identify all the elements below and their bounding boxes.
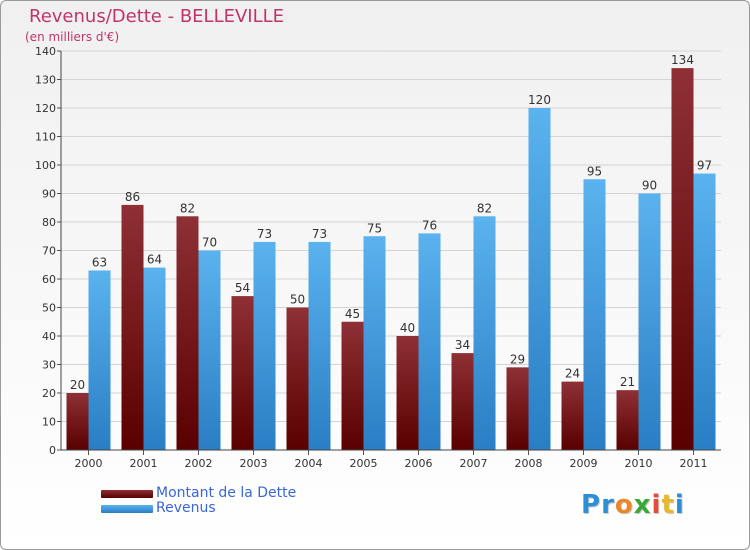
bar-debt <box>616 390 639 450</box>
y-tick-label: 10 <box>42 416 56 429</box>
data-label-revenue: 82 <box>477 201 492 215</box>
data-label-debt: 21 <box>620 375 635 389</box>
bar-revenue <box>473 216 496 450</box>
y-tick-label: 50 <box>42 302 56 315</box>
x-tick-label: 2008 <box>515 457 543 470</box>
logo-letter: r <box>601 490 615 520</box>
x-tick-label: 2009 <box>570 457 598 470</box>
logo-letter: i <box>651 490 662 520</box>
bar-debt <box>341 321 364 450</box>
y-tick-label: 0 <box>49 444 56 457</box>
bar-debt <box>396 336 419 450</box>
x-tick-label: 2003 <box>240 457 268 470</box>
y-tick-label: 70 <box>42 245 56 258</box>
x-tick-label: 2007 <box>460 457 488 470</box>
x-tick-label: 2004 <box>295 457 323 470</box>
logo-letter: x <box>633 490 652 520</box>
data-label-revenue: 73 <box>312 227 327 241</box>
data-label-debt: 40 <box>400 321 415 335</box>
bar-debt <box>506 367 529 450</box>
data-label-revenue: 63 <box>92 255 107 269</box>
data-label-revenue: 95 <box>587 164 602 178</box>
bar-revenue <box>583 179 606 450</box>
bar-revenue <box>363 236 386 450</box>
bar-revenue <box>308 241 331 450</box>
data-label-revenue: 90 <box>642 179 657 193</box>
data-label-debt: 45 <box>345 307 360 321</box>
x-tick-label: 2002 <box>185 457 213 470</box>
chart-subtitle: (en milliers d'€) <box>25 30 120 44</box>
logo-letter: t <box>661 490 675 520</box>
x-tick-label: 2001 <box>130 457 158 470</box>
bar-debt <box>121 204 144 450</box>
x-tick-label: 2006 <box>405 457 433 470</box>
y-tick-label: 120 <box>35 102 56 115</box>
y-tick-label: 130 <box>35 74 56 87</box>
y-tick-label: 60 <box>42 273 56 286</box>
data-label-debt: 20 <box>70 378 85 392</box>
y-tick-label: 40 <box>42 330 56 343</box>
data-label-debt: 29 <box>510 352 525 366</box>
bar-debt <box>451 353 474 450</box>
bar-revenue <box>253 241 276 450</box>
bar-debt <box>231 296 254 450</box>
y-tick-label: 20 <box>42 387 56 400</box>
logo-letter: P <box>581 490 602 520</box>
data-label-debt: 54 <box>235 281 250 295</box>
legend-swatch-revenue <box>101 505 153 513</box>
data-label-debt: 82 <box>180 201 195 215</box>
bar-revenue <box>528 108 551 450</box>
bar-debt <box>561 381 584 450</box>
bar-revenue <box>88 270 111 450</box>
y-tick-label: 100 <box>35 159 56 172</box>
data-label-revenue: 76 <box>422 218 437 232</box>
legend-label-revenue: Revenus <box>156 500 216 516</box>
data-label-debt: 50 <box>290 293 305 307</box>
data-label-revenue: 75 <box>367 221 382 235</box>
bar-revenue <box>638 193 661 450</box>
bar-debt <box>286 307 309 450</box>
bar-revenue <box>418 233 441 450</box>
data-label-revenue: 120 <box>528 93 551 107</box>
chart-title: Revenus/Dette - BELLEVILLE <box>29 6 285 27</box>
data-label-revenue: 73 <box>257 227 272 241</box>
bar-debt <box>66 393 89 450</box>
y-tick-label: 110 <box>35 131 56 144</box>
x-tick-label: 2010 <box>625 457 653 470</box>
data-label-debt: 86 <box>125 190 140 204</box>
data-label-revenue: 64 <box>147 253 162 267</box>
logo-letter: i <box>674 490 685 520</box>
y-tick-label: 90 <box>42 188 56 201</box>
logo-letter: o <box>614 490 634 520</box>
y-tick-label: 140 <box>35 45 56 58</box>
data-label-debt: 134 <box>671 53 694 67</box>
legend-label-debt: Montant de la Dette <box>156 485 297 501</box>
data-label-debt: 34 <box>455 338 470 352</box>
bar-debt <box>176 216 199 450</box>
bar-revenue <box>143 267 166 450</box>
y-tick-label: 30 <box>42 359 56 372</box>
x-tick-label: 2000 <box>75 457 103 470</box>
legend-swatch-debt <box>101 490 153 498</box>
bar-debt <box>671 68 694 450</box>
data-label-revenue: 70 <box>202 236 217 250</box>
data-label-debt: 24 <box>565 367 580 381</box>
y-tick-label: 80 <box>42 216 56 229</box>
x-tick-label: 2011 <box>680 457 708 470</box>
proxiti-logo: Proxiti <box>581 490 685 520</box>
data-label-revenue: 97 <box>697 159 712 173</box>
x-tick-label: 2005 <box>350 457 378 470</box>
bar-revenue <box>198 250 221 450</box>
bar-revenue <box>693 173 716 451</box>
